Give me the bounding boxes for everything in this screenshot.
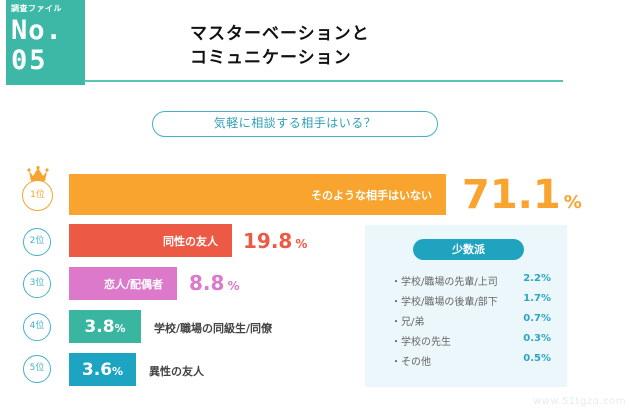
rank-badge-4: 4位	[23, 313, 51, 341]
rank-badge-2: 2位	[23, 228, 51, 256]
value-rank-4: 3.8%	[84, 316, 126, 337]
bar-label-3: 恋人/配偶者	[103, 277, 163, 291]
watermark: www.51tgzq.com	[533, 396, 626, 407]
bar-label-1: そのような相手はいない	[311, 188, 432, 202]
rank-badge-3: 3位	[23, 270, 51, 298]
minority-item: ・学校/職場の後輩/部下 1.7%	[391, 293, 551, 308]
bar-label-5: 異性の友人	[149, 365, 204, 378]
value-rank-1: 71.1%	[462, 172, 582, 218]
question-label: 気軽に相談する相手はいる？	[152, 111, 438, 137]
crown-icon	[27, 166, 49, 181]
minority-item: ・学校の先生 0.3%	[391, 333, 551, 348]
minority-title: 少数派	[413, 239, 524, 260]
badge-number: 05	[11, 45, 48, 76]
rank-badge-5: 5位	[23, 355, 51, 383]
bar-label-4: 学校/職場の同級生/同僚	[154, 322, 273, 335]
value-rank-5: 3.6%	[81, 359, 124, 380]
title-line-2: コミュニケーション	[190, 48, 352, 68]
minority-item: ・兄/弟 0.7%	[391, 313, 551, 328]
badge-subtitle: 調査ファイル	[11, 4, 62, 13]
value-rank-2: 19.8%	[243, 229, 308, 253]
bar-rank-3: 恋人/配偶者	[69, 267, 177, 300]
minority-item: ・その他 0.5%	[391, 353, 551, 368]
bar-rank-4: 3.8%	[69, 310, 141, 343]
minority-item: ・学校/職場の先輩/上司 2.2%	[391, 273, 551, 288]
bar-rank-1: そのような相手はいない	[69, 174, 446, 215]
bar-rank-5: 3.6%	[69, 353, 136, 386]
header-divider	[84, 80, 563, 82]
rank-badge-1: 1位	[22, 180, 53, 211]
title-line-1: マスターベーションと	[190, 24, 370, 44]
bar-label-2: 同性の友人	[163, 234, 218, 248]
file-badge: 調査ファイル No. 05	[6, 0, 85, 85]
value-rank-3: 8.8%	[189, 271, 240, 295]
bar-rank-2: 同性の友人	[69, 224, 232, 257]
minority-panel: 少数派 ・学校/職場の先輩/上司 2.2% ・学校/職場の後輩/部下 1.7% ・兄…	[365, 225, 567, 387]
badge-no-label: No.	[11, 15, 63, 46]
page-title: マスターベーションと コミュニケーション	[190, 22, 420, 70]
